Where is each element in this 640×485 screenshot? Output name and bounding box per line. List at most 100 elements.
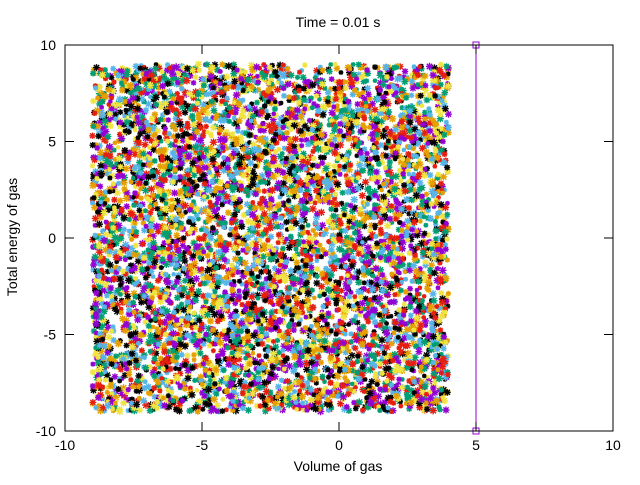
particle-point <box>341 101 348 108</box>
particle-point <box>331 135 340 144</box>
particle-point <box>338 113 344 120</box>
particle-point <box>126 300 132 307</box>
particle-point <box>194 266 202 273</box>
particle-point <box>326 199 333 206</box>
particle-point <box>438 81 444 88</box>
particle-point <box>209 190 217 198</box>
particle-point <box>205 372 212 379</box>
particle-point <box>101 407 108 414</box>
particle-point <box>386 164 393 171</box>
particle-point <box>157 294 163 300</box>
particle-point <box>266 375 272 382</box>
particle-point <box>318 138 325 146</box>
particle-point <box>361 204 367 210</box>
particle-point <box>443 84 451 92</box>
particle-point <box>335 103 340 108</box>
particle-point <box>229 186 237 194</box>
particle-point <box>116 255 123 262</box>
particle-point <box>89 132 96 139</box>
particle-point <box>328 86 334 92</box>
particle-point <box>313 359 321 367</box>
particle-point <box>108 227 116 235</box>
particle-point <box>269 375 276 381</box>
particle-point <box>189 221 197 228</box>
particle-point <box>248 371 254 377</box>
particle-point <box>334 180 342 188</box>
particle-point <box>386 169 394 177</box>
particle-point <box>435 184 442 191</box>
particle-point <box>265 337 271 343</box>
particle-point <box>117 282 124 288</box>
particle-point <box>179 127 184 133</box>
particle-point <box>229 290 237 299</box>
particle-point <box>324 141 329 147</box>
particle-point <box>98 371 104 377</box>
particle-point <box>171 272 176 277</box>
particle-point <box>273 308 280 314</box>
particle-point <box>160 321 167 329</box>
particle-point <box>198 141 205 148</box>
particle-point <box>140 220 146 226</box>
particle-point <box>238 342 244 348</box>
particle-point <box>93 330 99 336</box>
particle-point <box>255 214 262 221</box>
particle-point <box>244 150 252 158</box>
particle-point <box>151 176 157 183</box>
particle-point <box>249 190 254 196</box>
particle-point <box>157 400 163 407</box>
particle-point <box>353 405 359 412</box>
particle-point <box>172 115 179 122</box>
particle-point <box>190 134 198 142</box>
particle-point <box>276 366 281 371</box>
particle-point <box>206 169 213 176</box>
particle-point <box>438 206 443 212</box>
particle-point <box>280 342 288 350</box>
particle-point <box>339 85 346 91</box>
particle-point <box>111 217 117 223</box>
particle-point <box>148 122 154 128</box>
particle-point <box>90 327 98 335</box>
particle-point <box>242 340 250 349</box>
particle-point <box>155 62 162 69</box>
particle-point <box>191 295 199 302</box>
particle-point <box>124 158 132 166</box>
particle-point <box>426 119 434 127</box>
particle-point <box>135 293 142 301</box>
particle-point <box>185 280 194 289</box>
particle-point <box>361 223 368 230</box>
particle-point <box>258 94 266 102</box>
particle-point <box>155 245 161 251</box>
particle-point <box>312 295 317 300</box>
particle-point <box>255 155 264 163</box>
particle-point <box>240 97 246 103</box>
particle-point <box>286 211 294 220</box>
particle-point <box>442 187 447 193</box>
particle-point <box>433 236 439 242</box>
particle-point <box>263 77 269 83</box>
particle-point <box>240 129 246 136</box>
particle-point <box>411 162 417 168</box>
particle-point <box>336 141 345 149</box>
particle-point <box>392 204 400 212</box>
particle-point <box>351 388 357 395</box>
particle-point <box>337 305 345 313</box>
particle-point <box>142 319 148 325</box>
particle-point <box>419 120 428 129</box>
particle-point <box>315 326 324 334</box>
particle-point <box>268 77 275 83</box>
particle-point <box>248 147 257 155</box>
particle-point <box>90 386 97 394</box>
particle-point <box>326 175 333 182</box>
particle-point <box>227 404 233 409</box>
particle-point <box>301 407 307 413</box>
particle-point <box>113 301 122 309</box>
particle-point <box>239 323 247 330</box>
particle-point <box>139 114 146 121</box>
particle-point <box>102 75 109 82</box>
particle-point <box>116 249 124 256</box>
particle-point <box>409 322 416 328</box>
particle-point <box>116 406 123 413</box>
particle-point <box>299 68 304 73</box>
particle-point <box>346 218 353 225</box>
particle-point <box>102 231 109 238</box>
